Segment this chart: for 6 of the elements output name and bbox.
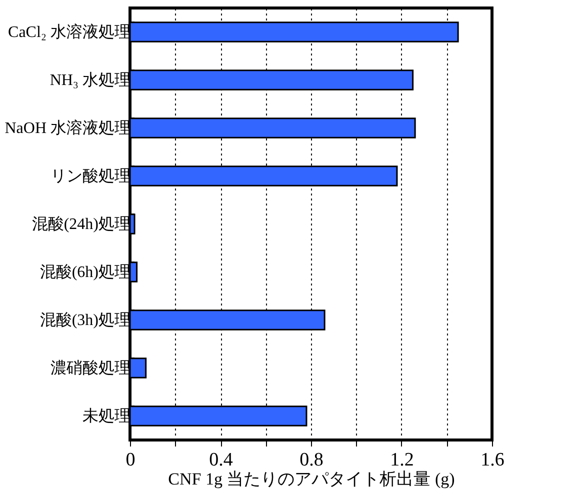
x-tick-label: 0.8	[300, 450, 324, 470]
x-tick-label: 1.2	[390, 450, 414, 470]
x-tick-label: 0.4	[209, 450, 234, 470]
x-axis-title: CNF 1g 当たりのアパタイト析出量 (g)	[168, 470, 455, 488]
x-tick-label: 1.6	[480, 450, 504, 470]
x-tick-label: 0	[126, 450, 136, 470]
